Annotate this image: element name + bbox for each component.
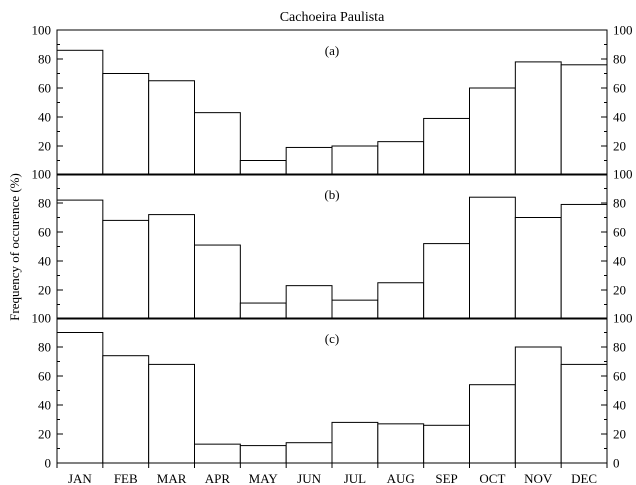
bar: [239, 445, 287, 464]
bar: [102, 73, 150, 176]
y-tick-label: 80: [38, 340, 51, 355]
bar: [423, 117, 470, 176]
y-tick-label: 100: [32, 167, 52, 182]
bar: [377, 141, 425, 176]
x-tick-label: FEB: [114, 471, 138, 485]
bar: [285, 285, 333, 320]
y-tick-label: 80: [613, 340, 626, 355]
y-tick-label: 60: [38, 369, 51, 384]
x-tick-label: JUL: [344, 471, 366, 485]
bar: [514, 217, 562, 320]
bar: [194, 244, 241, 320]
y-tick-label: 60: [613, 81, 626, 96]
y-tick-label: 0: [45, 456, 52, 471]
y-tick-label: 100: [32, 23, 52, 38]
bar: [331, 145, 379, 176]
y-tick-label: 20: [38, 427, 51, 442]
bar: [148, 214, 196, 320]
y-tick-label: 20: [613, 427, 626, 442]
bar: [514, 61, 562, 176]
y-tick-label: 100: [32, 311, 52, 326]
bar: [423, 243, 470, 320]
bar: [469, 196, 516, 320]
y-tick-label: 20: [38, 139, 51, 154]
y-tick-label: 40: [613, 110, 626, 125]
bar: [469, 384, 516, 464]
y-tick-label: 100: [613, 23, 633, 38]
bar: [239, 160, 287, 176]
y-tick-label: 60: [613, 225, 626, 240]
bar: [148, 363, 196, 464]
chart-title: Cachoeira Paulista: [280, 10, 385, 25]
y-tick-label: 60: [613, 369, 626, 384]
panel-label: (a): [325, 43, 339, 58]
y-tick-label: 100: [613, 167, 633, 182]
bar: [102, 219, 150, 320]
panel-label: (b): [324, 187, 339, 202]
bar: [331, 421, 379, 464]
bar: [148, 80, 196, 176]
bar: [239, 302, 287, 320]
x-tick-label: NOV: [524, 471, 553, 485]
y-tick-label: 40: [38, 110, 51, 125]
y-tick-label: 100: [613, 311, 633, 326]
y-tick-label: 40: [613, 254, 626, 269]
bar: [56, 49, 104, 176]
x-tick-label: SEP: [435, 471, 457, 485]
y-tick-label: 20: [613, 283, 626, 298]
x-tick-label: OCT: [479, 471, 505, 485]
plot-area: 20 20 40 40 60 60 80 80 100 100 (a) 20 20 40 40 60 60 80 8…: [32, 23, 633, 485]
y-tick-label: 40: [38, 254, 51, 269]
bar: [560, 64, 608, 176]
bar: [285, 442, 333, 464]
bar: [377, 282, 425, 320]
x-tick-label: AUG: [387, 471, 415, 485]
bar: [469, 87, 516, 176]
x-tick-label: MAR: [157, 471, 187, 485]
y-tick-label: 40: [38, 398, 51, 413]
y-tick-label: 20: [38, 283, 51, 298]
y-tick-label: 60: [38, 225, 51, 240]
bar: [423, 424, 470, 464]
y-tick-label: 20: [613, 139, 626, 154]
bar: [560, 203, 608, 320]
bar: [56, 332, 104, 464]
y-tick-label: 80: [38, 52, 51, 67]
y-tick-label: 40: [613, 398, 626, 413]
y-axis-label: Frequency of occurence (%): [7, 173, 22, 321]
y-tick-label: 0: [613, 456, 620, 471]
y-tick-label: 60: [38, 81, 51, 96]
bar: [377, 423, 425, 464]
x-tick-label: JUN: [297, 471, 321, 485]
bar: [285, 146, 333, 176]
bar: [331, 299, 379, 320]
x-tick-label: JAN: [68, 471, 92, 485]
y-tick-label: 80: [38, 196, 51, 211]
x-tick-label: DEC: [571, 471, 597, 485]
bar: [102, 355, 150, 464]
bar: [514, 346, 562, 464]
panel-label: (c): [325, 331, 339, 346]
bar: [194, 112, 241, 176]
bar: [194, 443, 241, 464]
x-tick-label: MAY: [249, 471, 279, 485]
y-tick-label: 80: [613, 52, 626, 67]
bar: [56, 199, 104, 320]
bar: [560, 363, 608, 464]
x-tick-label: APR: [205, 471, 231, 485]
y-tick-label: 80: [613, 196, 626, 211]
